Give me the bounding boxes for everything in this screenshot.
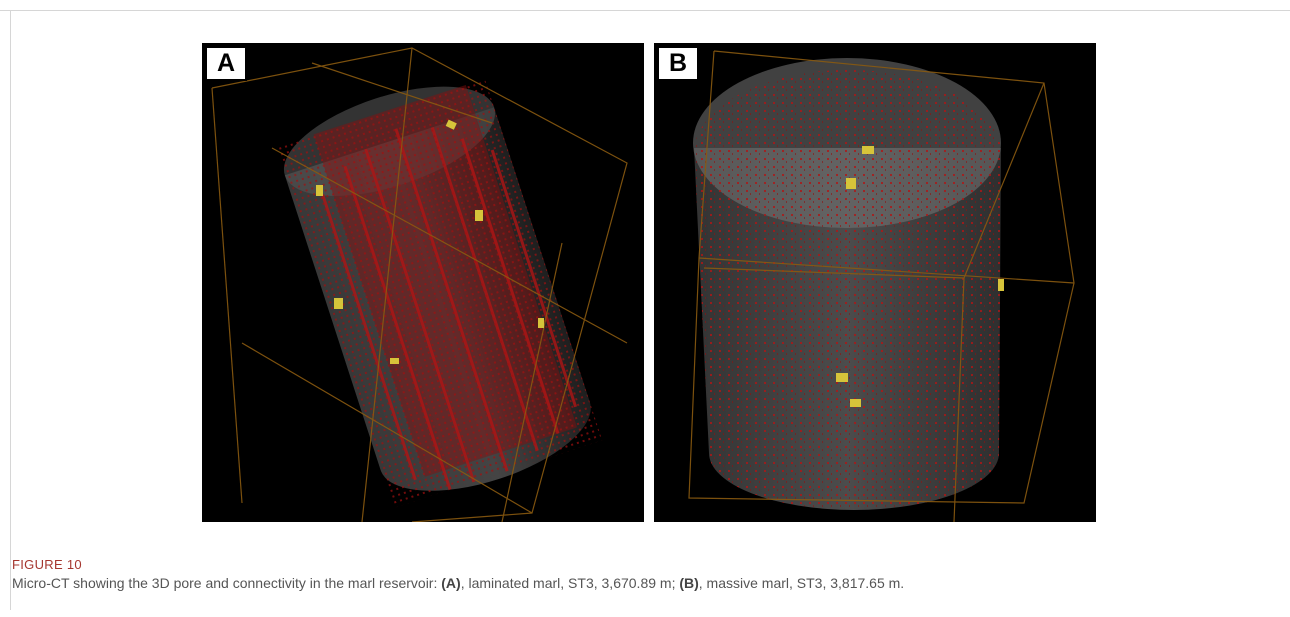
caption-text: , laminated marl, ST3, 3,670.89 m;: [461, 575, 680, 591]
frame-line: [0, 10, 1290, 11]
caption-ref: (B): [679, 575, 698, 591]
figure-label: FIGURE 10: [12, 557, 82, 572]
micro-ct-render: [654, 43, 1096, 522]
panel-image: A: [202, 43, 644, 522]
panel-image: B: [654, 43, 1096, 522]
figure-caption: Micro-CT showing the 3D pore and connect…: [12, 575, 904, 591]
micro-ct-render: [202, 43, 644, 522]
page: A: [0, 0, 1290, 617]
caption-text: , massive marl, ST3, 3,817.65 m.: [699, 575, 904, 591]
caption-text: Micro-CT showing the 3D pore and connect…: [12, 575, 441, 591]
caption-ref: (A): [441, 575, 460, 591]
panel-label: B: [657, 46, 699, 81]
panel-label: A: [205, 46, 247, 81]
frame-line: [10, 10, 11, 610]
